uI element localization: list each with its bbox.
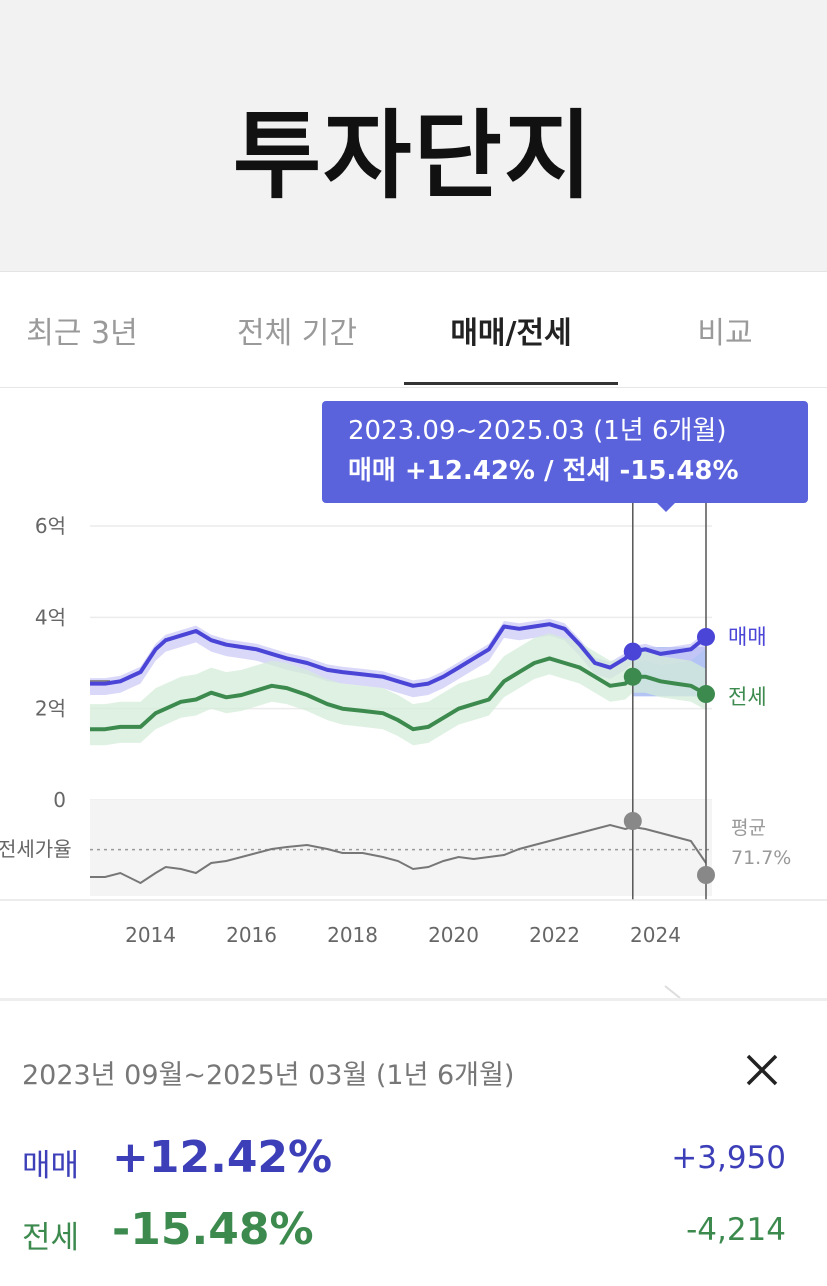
period-tooltip: 2023.09~2025.03 (1년 6개월) 매매 +12.42% / 전세… bbox=[322, 401, 808, 503]
active-tab-indicator bbox=[404, 382, 618, 385]
y-tick-label: 6억 bbox=[35, 514, 66, 538]
x-tick-label: 2018 bbox=[327, 923, 378, 947]
sale-start-dot bbox=[623, 642, 642, 661]
ratio-end-dot bbox=[697, 866, 715, 884]
x-tick-label: 2014 bbox=[125, 923, 176, 947]
y-axis-labels: 6억 4억 2억 0 bbox=[35, 514, 66, 812]
jeonse-end-dot bbox=[697, 685, 715, 704]
ratio-series-line bbox=[90, 823, 707, 885]
x-tick-label: 2020 bbox=[428, 923, 479, 947]
ratio-panel-bg bbox=[90, 800, 712, 896]
jeonse-end-label: 전세 bbox=[728, 685, 767, 709]
y-tick-label: 0 bbox=[53, 788, 66, 812]
jeonse-change-amount: -4,214 bbox=[686, 1212, 786, 1248]
sale-change-amount: +3,950 bbox=[671, 1140, 786, 1176]
sale-series-line bbox=[90, 622, 708, 688]
sale-end-label: 매매 bbox=[728, 625, 767, 649]
x-axis-labels: 2014 2016 2018 2020 2022 2024 bbox=[125, 923, 681, 947]
tooltip-arrow bbox=[656, 502, 676, 512]
x-tick-label: 2022 bbox=[529, 923, 580, 947]
tab-bar: 최근 3년 전체 기간 매매/전세 비교 bbox=[0, 284, 827, 388]
y-tick-label: 2억 bbox=[35, 697, 66, 721]
average-value: 71.7% bbox=[731, 847, 791, 869]
sale-change-pct: +12.42% bbox=[112, 1132, 333, 1183]
sale-end-dot bbox=[697, 627, 715, 646]
page-title: 투자단지 bbox=[232, 100, 595, 212]
scroll-hint-mark bbox=[664, 985, 681, 998]
tab-sale-jeonse[interactable]: 매매/전세 bbox=[450, 316, 572, 351]
tab-recent-3y[interactable]: 최근 3년 bbox=[26, 316, 138, 351]
price-chart[interactable]: 6억 4억 2억 0 매매 전세 평균 71.7% 전세가율 2014 2016 20 bbox=[0, 388, 827, 998]
y-tick-label: 4억 bbox=[35, 605, 66, 629]
ratio-axis-label: 전세가율 bbox=[0, 837, 72, 861]
jeonse-change-pct: -15.48% bbox=[112, 1204, 314, 1255]
ratio-start-dot bbox=[623, 812, 642, 830]
x-tick-label: 2016 bbox=[226, 923, 277, 947]
jeonse-series-line bbox=[90, 656, 707, 732]
average-label: 평균 bbox=[731, 817, 766, 839]
summary-range: 2023년 09월~2025년 03월 (1년 6개월) bbox=[22, 1060, 515, 1091]
jeonse-start-dot bbox=[623, 667, 642, 686]
tooltip-range: 2023.09~2025.03 (1년 6개월) bbox=[348, 416, 727, 446]
tab-all-period[interactable]: 전체 기간 bbox=[237, 316, 357, 351]
close-icon[interactable] bbox=[740, 1048, 784, 1092]
tab-compare[interactable]: 비교 bbox=[697, 316, 753, 351]
sale-label: 매매 bbox=[22, 1148, 80, 1184]
x-tick-label: 2024 bbox=[630, 923, 681, 947]
jeonse-range-band bbox=[90, 633, 706, 746]
jeonse-label: 전세 bbox=[22, 1220, 80, 1256]
section-divider bbox=[0, 998, 827, 1001]
page-header: 투자단지 bbox=[0, 0, 827, 272]
tooltip-values: 매매 +12.42% / 전세 -15.48% bbox=[348, 456, 739, 486]
